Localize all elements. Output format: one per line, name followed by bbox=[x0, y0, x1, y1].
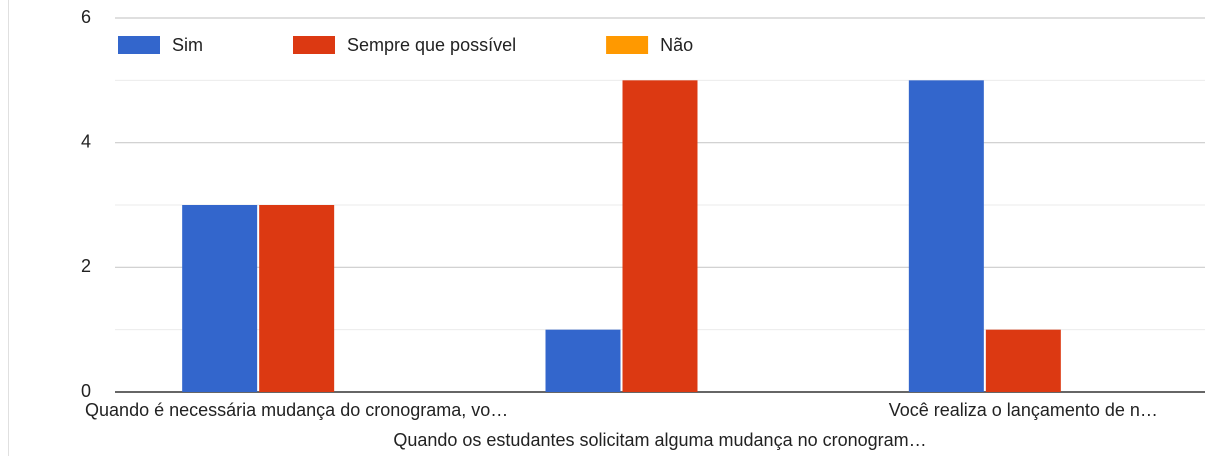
y-tick-label: 0 bbox=[81, 381, 91, 401]
y-tick-label: 6 bbox=[81, 7, 91, 27]
legend-swatch bbox=[293, 36, 335, 54]
bar bbox=[985, 329, 1061, 392]
legend-label: Não bbox=[660, 35, 693, 55]
bar bbox=[908, 80, 984, 392]
bar bbox=[182, 205, 258, 392]
legend-label: Sim bbox=[172, 35, 203, 55]
x-tick-label: Quando é necessária mudança do cronogram… bbox=[85, 400, 508, 420]
y-tick-label: 4 bbox=[81, 131, 91, 151]
legend-swatch bbox=[606, 36, 649, 54]
legend-swatch bbox=[118, 36, 160, 54]
y-tick-label: 2 bbox=[81, 256, 91, 276]
bar bbox=[259, 205, 335, 392]
legend-label: Sempre que possível bbox=[347, 35, 516, 55]
x-tick-label: Você realiza o lançamento de n… bbox=[889, 400, 1158, 420]
bar bbox=[545, 329, 621, 392]
bar bbox=[622, 80, 698, 392]
x-tick-label: Quando os estudantes solicitam alguma mu… bbox=[393, 430, 926, 450]
